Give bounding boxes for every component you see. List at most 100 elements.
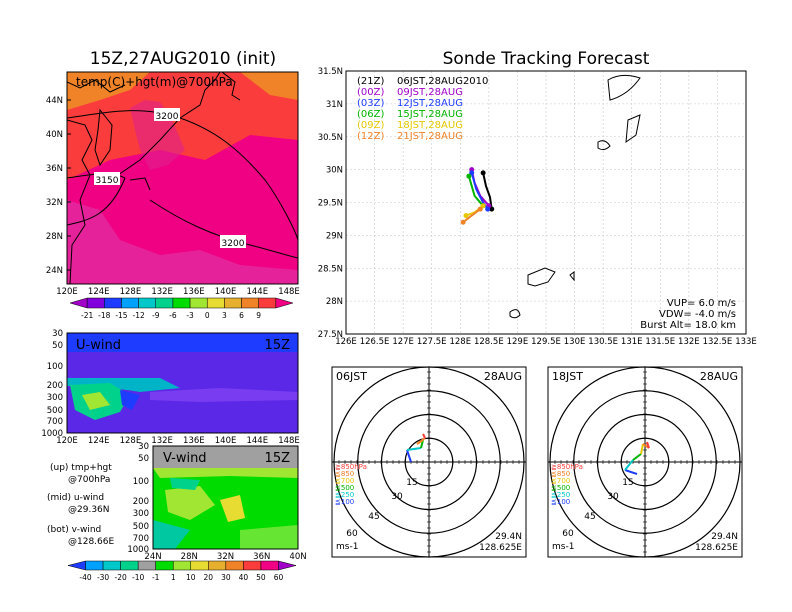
island-kikai xyxy=(569,271,575,282)
map-lon-tick: 124E xyxy=(88,287,110,297)
left-panel-title: 15Z,27AUG2010 (init) xyxy=(90,49,276,69)
hodograph-trace-segment xyxy=(646,441,650,449)
wind-colorbar-swatch xyxy=(102,560,121,571)
hodograph-level-legend: ≦500 xyxy=(335,484,354,492)
hodograph-level-legend: ≧850hPa xyxy=(551,463,583,471)
param-vdw: VDW= -4.0 m/s xyxy=(659,309,736,320)
track-lat-tick: 30.5N xyxy=(318,133,343,143)
track-legend-time: 09JST,28AUG xyxy=(397,87,463,98)
wind-colorbar-swatch xyxy=(190,560,209,571)
map-lon-tick: 144E xyxy=(246,287,268,297)
hodograph-level-legend: ≦850 xyxy=(335,470,354,478)
hodograph-trace-segment xyxy=(632,453,642,461)
hodograph-ring-label: 45 xyxy=(584,512,595,522)
map-colorbar-swatch xyxy=(138,297,157,309)
hodograph-lat: 29.4N xyxy=(495,532,522,542)
note-up-b: @700hPa xyxy=(68,475,110,485)
v-pressure-tick: 200 xyxy=(133,497,149,507)
map-colorbar-swatch xyxy=(275,297,294,309)
track-landing-point xyxy=(463,213,469,219)
u-lon-tick: 148E xyxy=(278,436,300,446)
note-up-a: (up) tmp+hgt xyxy=(50,463,112,473)
u-lon-tick: 144E xyxy=(246,436,268,446)
hodograph-lat: 29.4N xyxy=(711,532,738,542)
hodograph-ring-label: 15 xyxy=(622,478,633,488)
hodograph-level-legend: ≦100 xyxy=(551,498,570,506)
wind-colorbar-label: -30 xyxy=(97,573,109,582)
wind-colorbar-label: -1 xyxy=(152,573,160,582)
map-lon-tick: 132E xyxy=(151,287,173,297)
wind-colorbar-swatch xyxy=(243,560,262,571)
temperature-map-panel: temp(C)+hgt(m)@700hPa 3200 3150 3200 44N… xyxy=(46,71,300,320)
wind-colorbar-swatch xyxy=(155,560,174,571)
track-lon-tick: 129.5E xyxy=(531,337,561,347)
map-lat-tick: 44N xyxy=(46,96,63,106)
wind-colorbar-label: 40 xyxy=(239,573,249,582)
v-lat-tick: 28N xyxy=(181,552,198,562)
map-lat-tick: 24N xyxy=(46,266,63,276)
track-lon-tick: 132.5E xyxy=(703,337,733,347)
map-colorbar-swatch xyxy=(69,297,88,309)
map-colorbar-swatch xyxy=(86,297,105,309)
u-pressure-tick: 100 xyxy=(47,362,63,372)
track-launch-point xyxy=(477,206,483,212)
track-series-line xyxy=(462,208,481,223)
wind-colorbar-swatch xyxy=(120,560,139,571)
hodograph-trace-segment xyxy=(624,459,634,471)
wind-colorbar-swatch xyxy=(137,560,156,571)
track-lon-tick: 127E xyxy=(392,337,414,347)
map-colorbar-label: -21 xyxy=(81,311,93,320)
wind-colorbar-label: -10 xyxy=(132,573,144,582)
track-lat-tick: 30N xyxy=(326,166,343,176)
note-bot-a: (bot) v-wind xyxy=(47,525,101,535)
track-lat-tick: 28N xyxy=(326,297,343,307)
track-lat-tick: 31.5N xyxy=(318,67,343,77)
v-lat-tick: 36N xyxy=(253,552,270,562)
map-colorbar-label: 0 xyxy=(205,311,210,320)
wind-colorbar-swatch xyxy=(260,560,279,571)
note-mid-b: @29.36N xyxy=(68,505,110,515)
hodograph-time: 18JST xyxy=(552,370,583,383)
hodograph-level-legend: ≧850hPa xyxy=(335,463,367,471)
map-colorbar-swatch xyxy=(104,297,122,309)
map-lon-tick: 136E xyxy=(183,287,205,297)
u-lon-tick: 140E xyxy=(215,436,237,446)
contour-label-1: 3200 xyxy=(156,112,179,122)
note-bot-b: @128.66E xyxy=(68,537,114,547)
u-wind-time: 15Z xyxy=(265,338,291,353)
map-colorbar-swatch xyxy=(155,297,174,309)
hodograph-level-legend: ≦250 xyxy=(335,491,354,499)
hodograph-level-legend: ≦500 xyxy=(551,484,570,492)
wind-colorbar-swatch xyxy=(208,560,227,571)
hodograph-level-legend: ≦250 xyxy=(551,491,570,499)
wind-colorbar-swatch xyxy=(225,560,244,571)
island-tanegashima xyxy=(625,114,641,144)
track-launch-point xyxy=(480,203,486,209)
track-legend-time: 18JST,28AUG xyxy=(397,120,463,131)
track-lon-tick: 131.5E xyxy=(645,337,675,347)
track-lat-tick: 28.5N xyxy=(318,264,343,274)
map-colorbar-label: -15 xyxy=(115,311,127,320)
v-lat-tick: 24N xyxy=(144,552,161,562)
v-pressure-tick: 1000 xyxy=(127,545,149,555)
island-amami xyxy=(527,267,556,287)
map-colorbar-swatch xyxy=(241,297,259,309)
track-landing-point xyxy=(460,219,466,225)
track-legend-time: 06JST,28AUG2010 xyxy=(397,76,488,87)
map-colorbar-label: -9 xyxy=(152,311,160,320)
map-lat-tick: 28N xyxy=(46,232,63,242)
u-pressure-tick: 200 xyxy=(47,381,63,391)
u-lon-tick: 120E xyxy=(56,436,78,446)
track-legend-zulu: (00Z) xyxy=(357,87,384,98)
hodograph-trace-segment xyxy=(406,447,422,451)
hodograph-unit: ms-1 xyxy=(336,542,358,552)
map-colorbar-label: 3 xyxy=(222,311,227,320)
track-lon-tick: 126E xyxy=(335,337,357,347)
contour-label-2: 3150 xyxy=(96,176,119,186)
track-launch-point xyxy=(480,170,486,176)
hodograph-level-legend: ≦700 xyxy=(335,477,354,485)
track-lon-tick: 130.5E xyxy=(588,337,618,347)
track-legend-time: 15JST,28AUG xyxy=(397,109,463,120)
track-lon-tick: 129E xyxy=(507,337,529,347)
